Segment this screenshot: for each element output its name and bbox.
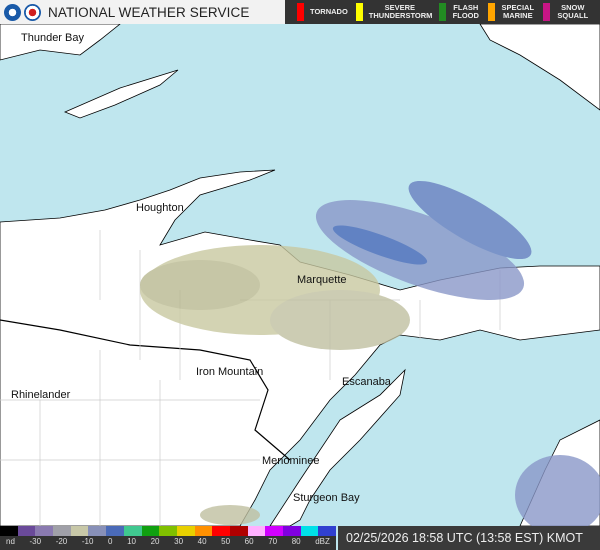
scale-swatch	[106, 526, 124, 536]
scale-tick: -20	[55, 537, 68, 546]
scale-tick: nd	[6, 537, 15, 546]
scale-swatch	[283, 526, 301, 536]
scale-swatch	[318, 526, 337, 536]
isle-royale	[63, 69, 179, 119]
place-label: Houghton	[136, 202, 184, 214]
scale-tick: dBZ	[315, 537, 330, 546]
place-label: Iron Mountain	[196, 366, 264, 378]
legend-snow-squall: SNOW SQUALL	[542, 3, 590, 21]
scale-tick: 20	[150, 537, 160, 546]
scale-tick: 50	[221, 537, 231, 546]
page-title: NATIONAL WEATHER SERVICE	[48, 4, 250, 20]
scale-swatch	[35, 526, 54, 536]
scale-swatch	[229, 526, 248, 536]
scale-tick: -30	[29, 537, 42, 546]
scale-tick: 40	[197, 537, 207, 546]
dbz-color-scale: nd -30 -20 -10 0 10 20 30 40 50 60 70 80 dBZ	[0, 526, 337, 550]
door-peninsula	[269, 368, 406, 527]
scale-tick: 30	[174, 537, 184, 546]
legend-tornado: TORNADO	[297, 3, 348, 21]
scale-tick: 80	[291, 537, 301, 546]
scale-swatch	[123, 526, 142, 536]
scale-swatch	[53, 526, 71, 536]
noaa-logo	[4, 3, 21, 21]
radar-echoes	[140, 180, 600, 535]
scale-tick: 60	[244, 537, 254, 546]
scale-swatch	[247, 526, 266, 536]
scale-ticks: nd -30 -20 -10 0 10 20 30 40 50 60 70 80 dBZ	[0, 537, 336, 546]
nws-logo	[24, 3, 41, 21]
scale-swatch	[0, 526, 18, 536]
scale-swatch	[141, 526, 160, 536]
place-label: Thunder Bay	[21, 32, 84, 44]
scale-tick: -10	[81, 537, 94, 546]
scale-swatch	[159, 526, 177, 536]
scale-tick: 10	[127, 537, 136, 546]
scale-tick: 70	[268, 537, 278, 546]
scale-swatch	[176, 526, 195, 536]
scale-swatch	[212, 526, 230, 536]
nws-branding: NATIONAL WEATHER SERVICE	[0, 0, 285, 24]
canada-ne	[479, 23, 600, 111]
scale-swatch	[88, 526, 107, 536]
scale-swatch	[17, 526, 36, 536]
place-label: Rhinelander	[11, 389, 71, 401]
scale-swatch	[265, 526, 283, 536]
scale-swatch	[300, 526, 319, 536]
canada-shore	[0, 23, 122, 61]
legend-severe-thunderstorm: SEVERE THUNDERSTORM	[355, 3, 432, 21]
scale-swatch	[70, 526, 89, 536]
place-label: Sturgeon Bay	[293, 492, 360, 504]
place-label: Escanaba	[342, 376, 391, 388]
warning-legend: TORNADO SEVERE THUNDERSTORM FLASH FLOOD …	[285, 0, 600, 24]
legend-flash-flood: FLASH FLOOD	[438, 3, 480, 21]
timestamp: 02/25/2026 18:58 UTC (13:58 EST) KMOT	[338, 526, 600, 550]
scale-swatch	[194, 526, 213, 536]
place-label: Menominee	[262, 455, 320, 467]
scale-tick: 0	[108, 537, 113, 546]
place-label: Marquette	[297, 274, 347, 286]
header: NATIONAL WEATHER SERVICE TORNADO SEVERE …	[0, 0, 600, 24]
state-border	[0, 319, 291, 461]
color-gradient	[0, 526, 337, 536]
legend-special-marine: SPECIAL MARINE	[487, 3, 535, 21]
